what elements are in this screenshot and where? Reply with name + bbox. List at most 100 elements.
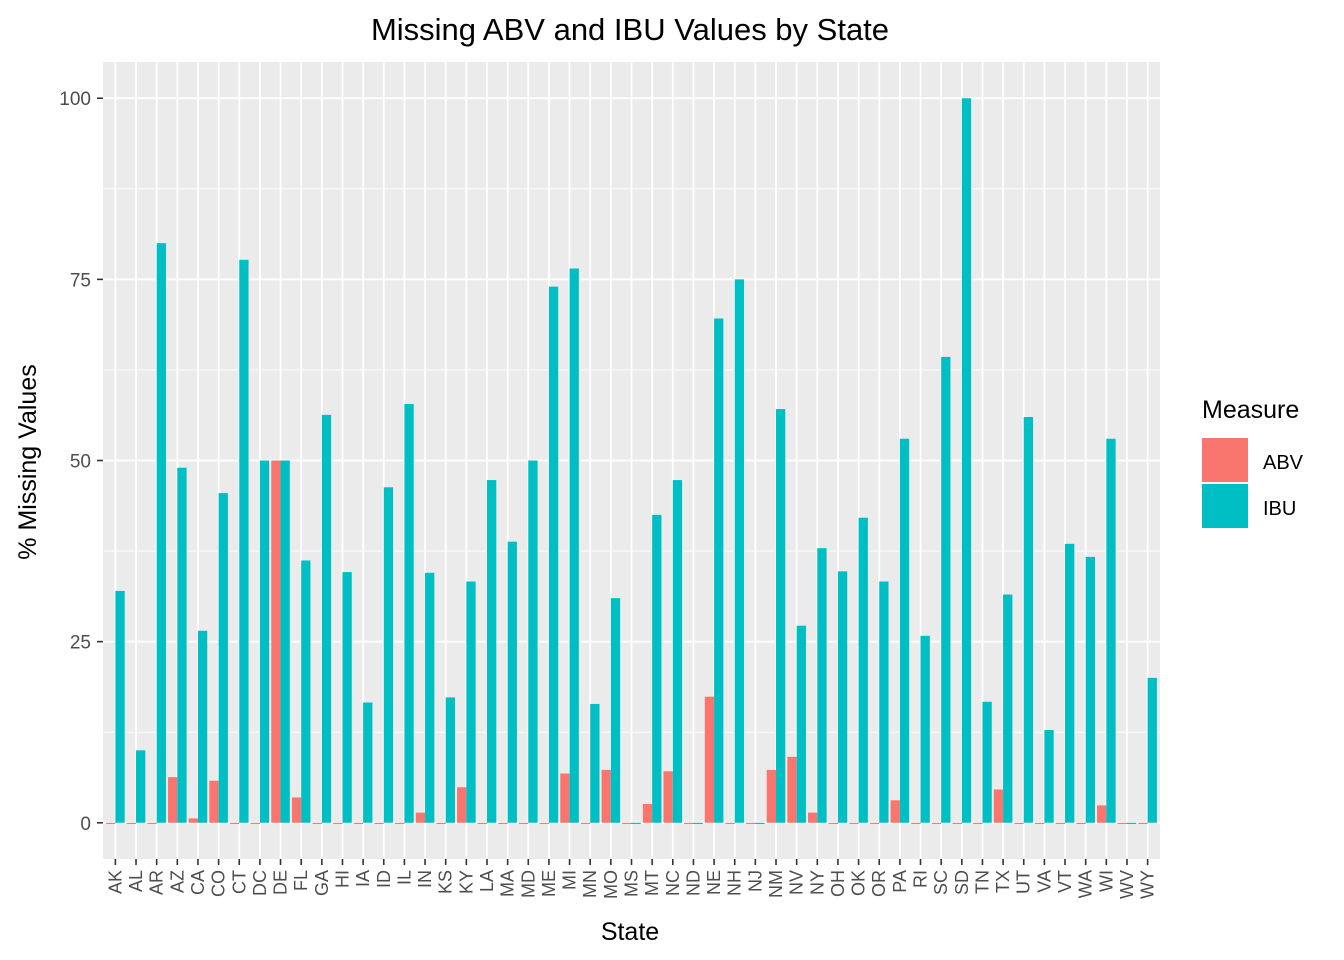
x-tick-label: WY [1138, 870, 1158, 899]
x-tick-label: MO [601, 870, 621, 899]
bar-abv-nc [663, 771, 673, 823]
y-axis-title: % Missing Values [14, 364, 42, 559]
x-tick-label: WV [1117, 870, 1137, 899]
bar-abv-tn [973, 822, 983, 824]
bar-ibu-mi [569, 268, 579, 823]
x-tick-label: AL [126, 870, 146, 892]
bar-ibu-ut [1023, 417, 1034, 823]
bar-abv-mn [580, 822, 591, 824]
x-tick-label: ID [374, 870, 394, 888]
bar-abv-in [415, 812, 426, 823]
bar-ibu-nc [672, 480, 683, 823]
bar-ibu-nj [755, 822, 765, 824]
bar-abv-ms [622, 822, 632, 824]
legend-key-abv [1202, 438, 1248, 482]
x-tick-label: IA [353, 870, 373, 887]
legend-title: Measure [1202, 396, 1299, 424]
y-tick-label: 25 [70, 633, 91, 654]
bar-ibu-tx [1003, 594, 1013, 823]
x-tick-label: WA [1076, 870, 1096, 898]
bar-abv-nd [684, 822, 694, 824]
bar-abv-dc [250, 822, 260, 824]
bar-ibu-nd [693, 822, 703, 824]
bar-ibu-in [425, 572, 435, 823]
x-tick-label: CT [229, 870, 249, 894]
bar-ibu-ca [197, 630, 208, 823]
x-tick-label: TX [993, 870, 1013, 893]
bar-ibu-nm [776, 409, 786, 823]
x-tick-label: OK [849, 870, 869, 896]
bar-ibu-sd [961, 98, 972, 823]
bar-ibu-il [404, 403, 414, 823]
bar-abv-ia [353, 822, 364, 824]
bar-abv-hi [333, 822, 343, 824]
bar-ibu-wi [1106, 438, 1116, 823]
bar-abv-vt [1055, 822, 1066, 824]
bar-ibu-nh [734, 279, 745, 823]
x-tick-label: MS [622, 870, 642, 897]
bar-abv-wv [1117, 822, 1127, 824]
bar-ibu-ma [507, 541, 517, 823]
x-tick-label: NY [807, 870, 827, 895]
x-tick-label: MA [498, 870, 518, 897]
bar-ibu-az [177, 467, 187, 823]
y-axis: 0 25 50 75 100 [59, 89, 103, 835]
bar-ibu-id [383, 487, 394, 823]
bar-abv-pa [890, 800, 900, 823]
bar-ibu-wv [1126, 822, 1137, 824]
bar-ibu-oh [837, 571, 848, 823]
bar-abv-or [869, 822, 880, 824]
x-tick-label: AR [147, 870, 167, 895]
x-tick-label: NM [766, 870, 786, 898]
bar-abv-oh [828, 822, 838, 824]
bar-abv-ut [1014, 822, 1024, 824]
bar-ibu-fl [301, 560, 311, 823]
bar-abv-wa [1076, 822, 1086, 824]
bar-ibu-pa [899, 438, 910, 823]
x-tick-label: CO [209, 870, 229, 897]
bar-abv-mt [642, 803, 653, 823]
y-tick-label: 0 [80, 814, 91, 835]
bar-ibu-mt [652, 514, 662, 823]
x-tick-label: NE [704, 870, 724, 895]
bar-abv-ak [106, 822, 116, 824]
y-tick-label: 50 [70, 452, 91, 473]
bar-ibu-nv [796, 625, 806, 823]
bar-ibu-tn [982, 701, 992, 823]
bar-ibu-ky [466, 581, 476, 823]
x-tick-label: ND [683, 870, 703, 896]
bar-abv-mo [601, 769, 611, 823]
bar-ibu-or [879, 581, 889, 823]
bar-abv-ma [498, 822, 508, 824]
legend: Measure ABV IBU [1202, 396, 1304, 528]
x-tick-label: FL [291, 870, 311, 891]
bar-abv-ks [436, 822, 446, 824]
bar-abv-me [539, 822, 549, 824]
bar-abv-az [168, 777, 178, 823]
x-tick-label: ME [539, 870, 559, 897]
bar-ibu-de [280, 460, 290, 823]
bar-abv-sc [931, 822, 942, 824]
bar-ibu-al [136, 750, 146, 823]
x-tick-label: CA [188, 870, 208, 895]
bar-ibu-la [486, 480, 497, 823]
x-tick-label: AZ [167, 870, 187, 893]
x-tick-label: KS [436, 870, 456, 894]
bar-abv-mi [560, 773, 570, 823]
bar-abv-wy [1138, 822, 1148, 824]
bar-abv-ct [229, 822, 240, 824]
x-tick-label: KY [456, 870, 476, 894]
x-tick-label: MD [518, 870, 538, 898]
bar-ibu-vt [1065, 543, 1075, 823]
bar-ibu-ny [817, 548, 827, 823]
x-tick-label: VT [1055, 870, 1075, 893]
x-axis: AK AL AR AZ CA CO CT DC DE FL GA HI IA ID IL IN KS KY LA MA… [105, 859, 1158, 899]
bar-abv-ri [911, 822, 921, 824]
bar-ibu-ks [445, 697, 455, 823]
bar-abv-ny [808, 812, 818, 823]
bar-abv-la [477, 822, 487, 824]
bar-abv-id [374, 822, 384, 824]
bar-abv-nh [725, 822, 735, 824]
x-tick-label: OH [828, 870, 848, 897]
